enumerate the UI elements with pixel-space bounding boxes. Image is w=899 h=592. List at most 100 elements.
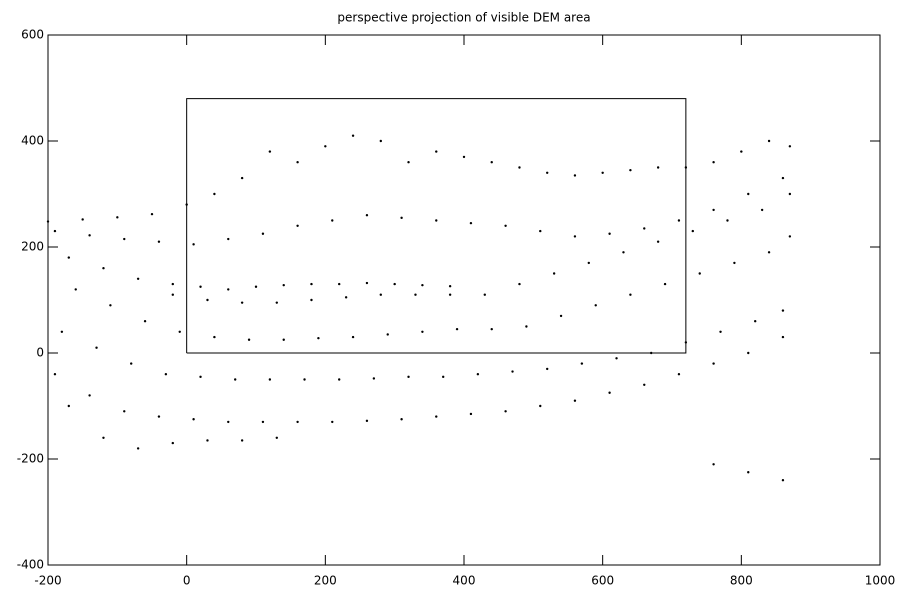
point [712,463,714,465]
y-tick-label: 400 [21,134,44,148]
y-tick-label: 200 [21,240,44,254]
point [484,294,486,296]
point [109,304,111,306]
point [546,172,548,174]
point [310,283,312,285]
point [345,296,347,298]
point [95,347,97,349]
point [449,285,451,287]
point [692,230,694,232]
point [158,415,160,417]
point [213,336,215,338]
point [68,405,70,407]
point [262,233,264,235]
point [643,384,645,386]
point [366,420,368,422]
x-tick-label: 400 [453,574,476,588]
point [234,378,236,380]
point [276,301,278,303]
point [137,447,139,449]
point [608,392,610,394]
point [470,413,472,415]
point [81,218,83,220]
outline [187,99,686,353]
plot-frame [48,35,880,565]
point [393,283,395,285]
x-tick-label: -200 [34,574,61,588]
point [539,405,541,407]
point [574,400,576,402]
point [678,373,680,375]
point [213,193,215,195]
point [331,421,333,423]
point [227,421,229,423]
point [130,362,132,364]
x-tick-label: 0 [183,574,191,588]
point [740,150,742,152]
point [712,362,714,364]
point [449,294,451,296]
point [678,219,680,221]
point [504,410,506,412]
point [352,135,354,137]
point [296,225,298,227]
point [435,150,437,152]
point [595,304,597,306]
point [435,219,437,221]
point [151,213,153,215]
point [477,373,479,375]
point [789,235,791,237]
point [782,336,784,338]
point [248,339,250,341]
point [463,156,465,158]
point [629,169,631,171]
point [54,373,56,375]
point [296,161,298,163]
point [789,145,791,147]
point [407,376,409,378]
point [373,377,375,379]
point [435,415,437,417]
point [581,362,583,364]
point [317,337,319,339]
point [227,238,229,240]
point [206,439,208,441]
y-tick-label: -200 [17,452,44,466]
point [269,150,271,152]
point [352,336,354,338]
point [657,241,659,243]
x-tick-label: 800 [730,574,753,588]
point [338,283,340,285]
point [470,222,472,224]
point [102,437,104,439]
point [747,193,749,195]
point [366,214,368,216]
point [192,243,194,245]
point [324,145,326,147]
point [179,331,181,333]
point [47,220,49,222]
point [491,161,493,163]
chart: perspective projection of visible DEM ar… [0,0,899,592]
point [588,262,590,264]
point [262,421,264,423]
point [442,376,444,378]
point [206,299,208,301]
point [123,238,125,240]
point [629,294,631,296]
point [726,219,728,221]
point [491,328,493,330]
point [144,320,146,322]
point [782,309,784,311]
point [61,331,63,333]
point [116,216,118,218]
point [456,328,458,330]
point [657,166,659,168]
point [303,378,305,380]
point [88,394,90,396]
point [574,235,576,237]
point [338,378,340,380]
point [574,174,576,176]
y-tick-label: -400 [17,558,44,572]
point [747,471,749,473]
